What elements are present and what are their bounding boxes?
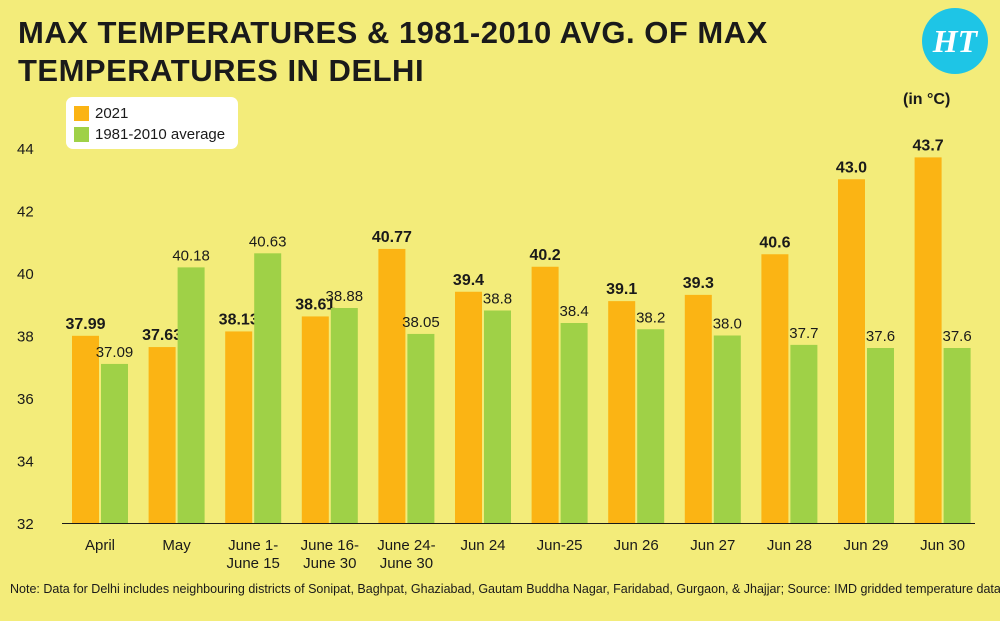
data-label-2021: 39.4 xyxy=(453,272,484,289)
data-label-average: 38.05 xyxy=(402,314,440,331)
bar-2021 xyxy=(608,301,636,523)
bar-average xyxy=(560,323,588,523)
bar-average xyxy=(484,310,511,523)
y-tick-label: 40 xyxy=(17,266,34,283)
y-tick-label: 38 xyxy=(17,329,34,346)
ht-logo-text: HT xyxy=(932,23,979,59)
x-tick-label: Jun 30 xyxy=(920,537,965,554)
bar-average xyxy=(637,329,665,523)
data-label-2021: 39.3 xyxy=(683,275,714,292)
bar-2021 xyxy=(148,347,176,523)
x-tick-label: June 24-June 30 xyxy=(377,537,435,572)
x-tick-label: Jun 27 xyxy=(690,537,735,554)
chart-title: MAX TEMPERATURES & 1981-2010 AVG. OF MAX… xyxy=(18,15,768,88)
legend: 2021 1981-2010 average xyxy=(66,97,238,149)
bar-2021 xyxy=(761,254,789,523)
data-label-average: 40.63 xyxy=(249,233,287,250)
bar-2021 xyxy=(684,294,712,523)
legend-swatch-2021 xyxy=(74,105,89,121)
bar-2021 xyxy=(914,157,942,523)
data-label-2021: 40.2 xyxy=(530,247,561,264)
bar-2021 xyxy=(225,331,253,523)
bar-average xyxy=(790,344,818,523)
bar-average xyxy=(407,333,435,523)
ht-logo-circle xyxy=(922,8,988,74)
x-tick-label: Jun 24 xyxy=(460,537,505,554)
x-tick-label: April xyxy=(85,537,115,554)
legend-label-average: 1981-2010 average xyxy=(95,125,226,143)
bar-average xyxy=(177,267,205,523)
data-label-2021: 40.6 xyxy=(759,234,790,251)
x-tick-label: June 16-June 30 xyxy=(301,537,359,572)
bar-2021 xyxy=(378,248,406,523)
data-label-2021: 38.61 xyxy=(295,296,335,313)
y-tick-label: 42 xyxy=(17,204,34,221)
legend-item-average: 1981-2010 average xyxy=(74,124,225,144)
data-label-average: 38.4 xyxy=(559,303,588,320)
data-label-average: 37.7 xyxy=(789,325,818,342)
y-tick-label: 44 xyxy=(17,141,34,158)
bar-2021 xyxy=(531,266,559,523)
bar-2021 xyxy=(838,179,865,523)
y-tick-label: 34 xyxy=(17,454,34,471)
data-label-average: 38.8 xyxy=(483,291,512,308)
x-tick-label: Jun-25 xyxy=(537,537,583,554)
bar-average xyxy=(254,253,282,523)
data-label-average: 37.6 xyxy=(942,328,971,345)
data-label-2021: 43.0 xyxy=(836,159,867,176)
x-tick-label: Jun 28 xyxy=(767,537,812,554)
data-label-average: 40.18 xyxy=(172,247,210,264)
x-tick-label: Jun 26 xyxy=(614,537,659,554)
data-label-average: 37.6 xyxy=(866,328,895,345)
data-label-average: 38.88 xyxy=(326,288,364,305)
bar-average xyxy=(101,363,128,523)
data-label-average: 38.2 xyxy=(636,309,665,326)
bar-average xyxy=(867,348,894,523)
footnote: Note: Data for Delhi includes neighbouri… xyxy=(10,582,1000,596)
x-tick-label: May xyxy=(162,537,191,554)
legend-item-2021: 2021 xyxy=(74,103,128,123)
data-label-2021: 40.77 xyxy=(372,229,412,246)
bar-2021 xyxy=(455,291,482,523)
bar-average xyxy=(713,335,741,523)
bar-average xyxy=(330,308,358,523)
x-tick-label: June 1-June 15 xyxy=(227,537,280,572)
x-tick-label: Jun 29 xyxy=(843,537,888,554)
ht-logo: HT xyxy=(922,8,988,74)
unit-label: (in °C) xyxy=(903,91,951,108)
legend-label-2021: 2021 xyxy=(95,104,129,122)
y-tick-label: 32 xyxy=(17,516,34,533)
bar-2021 xyxy=(301,316,329,523)
legend-swatch-average xyxy=(74,126,89,142)
bar-2021 xyxy=(72,335,99,523)
data-label-2021: 39.1 xyxy=(606,281,637,298)
data-label-2021: 37.63 xyxy=(142,327,182,344)
data-label-2021: 43.7 xyxy=(913,137,944,154)
data-label-2021: 37.99 xyxy=(65,316,105,333)
bar-average xyxy=(943,348,971,523)
data-label-average: 37.09 xyxy=(96,344,134,361)
data-label-2021: 38.13 xyxy=(219,311,259,328)
data-label-average: 38.0 xyxy=(713,316,742,333)
y-tick-label: 36 xyxy=(17,391,34,408)
